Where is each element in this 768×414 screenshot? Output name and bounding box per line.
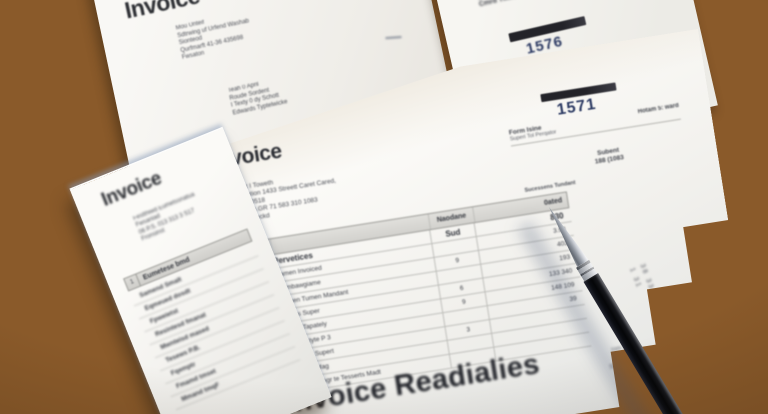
- invoice-title: Invoice: [122, 0, 202, 24]
- address-block: Festthiwd Eumetssnatua Fwsaniad 06 P.S. 01…: [132, 192, 204, 244]
- pen-mark: [385, 36, 402, 40]
- from-right-value: Hotam 5: ward: [637, 102, 680, 116]
- subtotal-block: Subent 188 (1083: [578, 144, 640, 169]
- text-line: Cmrd Tmneb: [478, 0, 522, 9]
- invoice-title: Invoice: [98, 167, 165, 211]
- recipient-block: Teah 0 April Roude Sordent I Texty 0 dy Sc…: [227, 77, 288, 118]
- label-lines: Smbemed IvmetCmrd Tmneb: [476, 0, 539, 8]
- address-block: Mou Unteif Sdtrwing uf Urfend Washab Siont…: [175, 10, 254, 62]
